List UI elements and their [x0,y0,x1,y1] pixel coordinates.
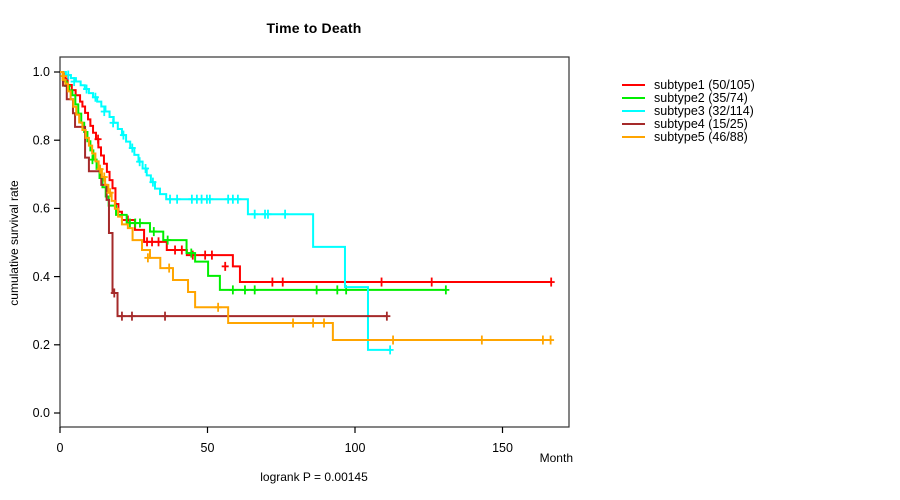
legend-item-subtype3: subtype3 (32/114) [622,103,755,118]
survival-curve-subtype5 [60,71,553,342]
legend-line-swatch [622,122,645,125]
legend-line-swatch [622,109,645,112]
y-tick-label: 1.0 [33,65,50,79]
logrank-pvalue-annotation: logrank P = 0.00145 [260,470,368,484]
legend-label: subtype3 (32/114) [654,103,754,118]
y-tick-label: 0.4 [33,270,50,284]
legend-line-swatch [622,135,645,138]
x-axis-label: Month [539,451,573,465]
y-tick-label: 0.0 [33,406,50,420]
x-tick-label: 50 [201,441,215,455]
legend-line-swatch [622,96,645,99]
x-tick-label: 150 [492,441,513,455]
legend-item-subtype1: subtype1 (50/105) [622,77,755,92]
legend-item-subtype4: subtype4 (15/25) [622,116,755,131]
y-tick-label: 0.8 [33,133,50,147]
survival-curve-subtype4 [60,71,387,318]
legend-label: subtype5 (46/88) [654,129,748,144]
chart-title: Time to Death [266,20,362,36]
legend: subtype1 (50/105) subtype2 (35/74) subtype… [622,77,755,144]
plot-frame [59,56,570,428]
y-tick-label: 0.6 [33,202,50,216]
survival-curve-subtype2 [60,71,446,291]
legend-item-subtype5: subtype5 (46/88) [622,129,755,144]
x-tick-label: 100 [345,441,366,455]
x-tick-label: 0 [57,441,64,455]
survival-curve-subtype1 [60,71,552,284]
legend-label: subtype1 (50/105) [654,77,755,92]
legend-label: subtype2 (35/74) [654,90,748,105]
legend-line-swatch [622,83,645,86]
legend-label: subtype4 (15/25) [654,116,748,131]
legend-item-subtype2: subtype2 (35/74) [622,90,755,105]
y-axis-label: cumulative survival rate [7,180,21,306]
y-tick-label: 0.2 [33,338,50,352]
